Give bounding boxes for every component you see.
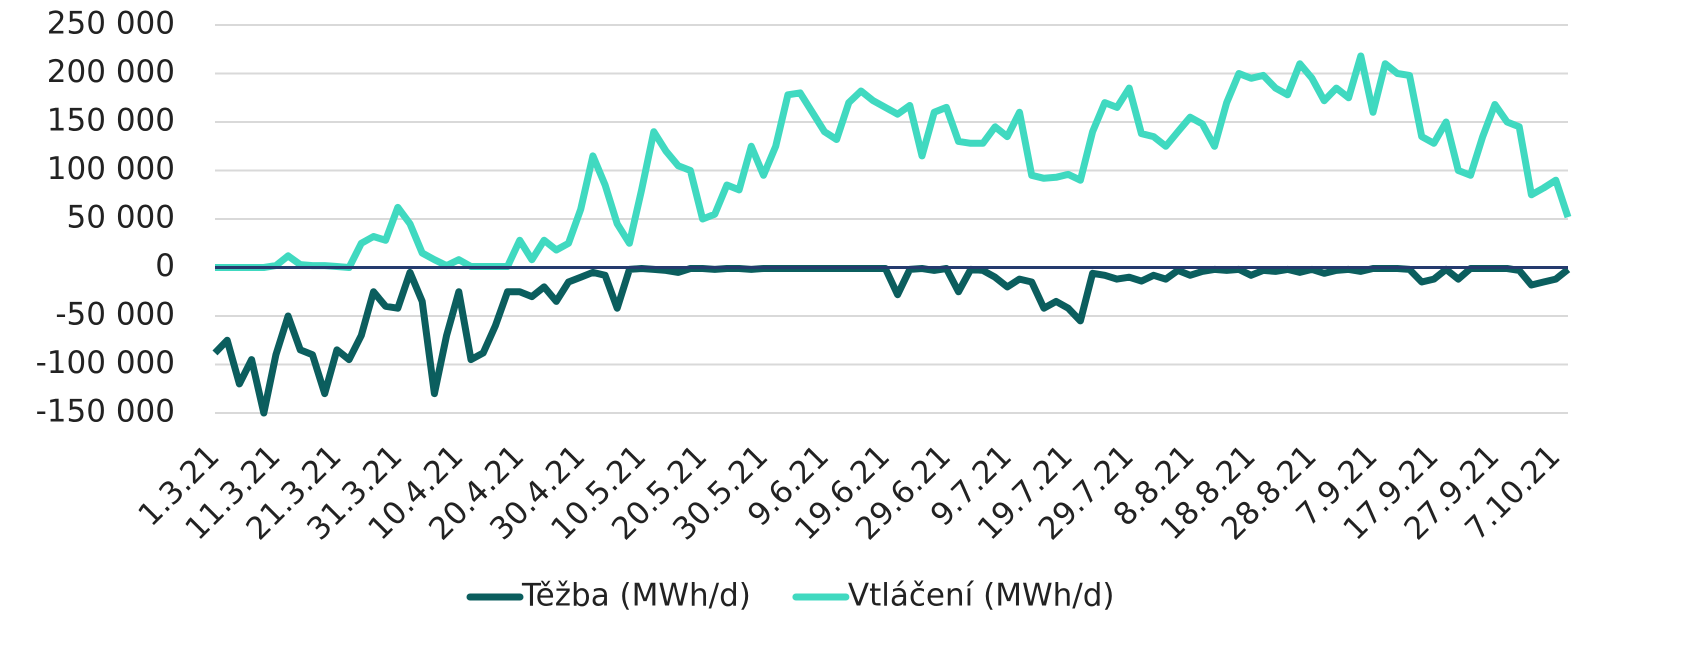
y-tick-label: 250 000 — [47, 6, 175, 42]
y-tick-label: 50 000 — [67, 200, 175, 236]
y-tick-label: -150 000 — [36, 394, 175, 430]
legend-label: Vtláčení (MWh/d) — [848, 578, 1115, 614]
y-tick-label: -100 000 — [36, 345, 175, 381]
y-tick-label: 100 000 — [47, 151, 175, 187]
y-tick-label: -50 000 — [55, 297, 175, 333]
series-line — [215, 52, 1572, 271]
y-tick-label: 150 000 — [47, 103, 175, 139]
y-tick-label: 0 — [155, 248, 175, 284]
legend-label: Těžba (MWh/d) — [521, 578, 751, 614]
series-line — [212, 265, 1571, 417]
y-tick-label: 200 000 — [47, 54, 175, 90]
